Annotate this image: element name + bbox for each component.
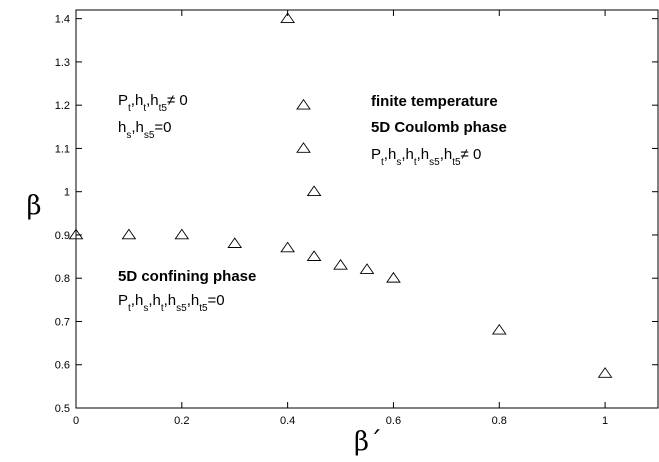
x-tick-label: 0.6 <box>386 415 401 427</box>
plot-frame <box>75 9 659 409</box>
data-point-triangle <box>280 12 295 23</box>
y-tick-label: 0.6 <box>55 360 70 372</box>
data-point-triangle <box>597 367 613 378</box>
y-tick-label: 0.5 <box>55 403 70 415</box>
data-point-triangle <box>333 258 348 270</box>
annotation-coulomb-phase: 5D Coulomb phase <box>371 119 507 136</box>
annotation-upper-left-line2: hs,hs5=0 <box>118 119 172 141</box>
y-tick-label: 1.3 <box>55 57 70 69</box>
data-point-triangle <box>359 263 375 274</box>
x-tick-label: 0.8 <box>492 415 507 427</box>
y-tick-label: 1.1 <box>55 143 70 155</box>
y-tick-label: 0.7 <box>55 316 70 328</box>
y-tick-label: 0.8 <box>55 273 70 285</box>
data-point-triangle <box>121 228 137 240</box>
x-axis-label: β´ <box>354 427 382 457</box>
data-point-triangle <box>280 241 295 253</box>
annotation-coulomb-condition: Pt,hs,ht,hs5,ht5≠ 0 <box>371 146 481 168</box>
data-point-triangle <box>296 98 311 110</box>
x-tick-label: 1 <box>602 415 608 427</box>
annotation-upper-left-line1: Pt,ht,ht5≠ 0 <box>118 92 188 114</box>
data-point-triangle <box>491 323 507 335</box>
data-point-triangle <box>68 228 84 240</box>
data-point-triangle <box>306 250 322 261</box>
annotation-confining-condition: Pt,hs,ht,hs5,ht5=0 <box>118 292 225 314</box>
y-axis-label: β <box>26 191 41 221</box>
x-tick-label: 0 <box>73 415 79 427</box>
annotation-confining-phase: 5D confining phase <box>118 268 256 285</box>
data-point-triangle <box>386 271 401 283</box>
x-tick-label: 0.2 <box>174 415 189 427</box>
y-tick-label: 1.4 <box>55 14 70 26</box>
data-point-triangle <box>306 185 322 197</box>
data-point-triangle <box>227 237 243 248</box>
data-point-triangle <box>296 142 311 153</box>
axis-ticks: 0 0.2 0.4 0.6 0.8 1 0.5 0.6 0.7 0.8 0.9 1 1.1 1.2 1.3 1… <box>55 10 658 427</box>
y-tick-label: 0.9 <box>55 230 70 242</box>
x-tick-label: 0.4 <box>280 415 295 427</box>
y-tick-label: 1.2 <box>55 100 70 112</box>
data-points <box>68 12 613 378</box>
y-tick-label: 1 <box>64 187 70 199</box>
data-point-triangle <box>174 228 190 240</box>
annotation-finite-temperature: finite temperature <box>371 93 498 110</box>
